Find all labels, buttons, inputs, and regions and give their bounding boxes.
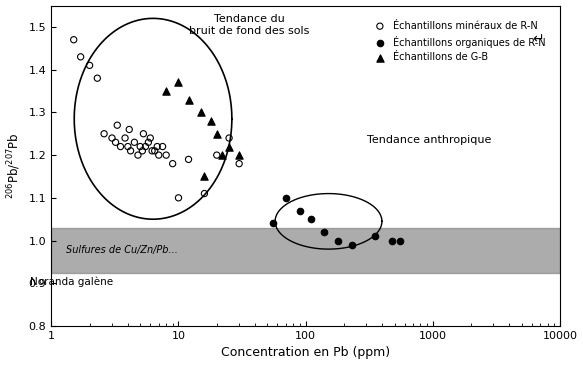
Échantillons minéraux de R-N bbox=[147, 148, 157, 154]
Échantillons minéraux de R-N bbox=[125, 127, 134, 132]
Échantillons organiques de R-N bbox=[268, 220, 278, 226]
Échantillons de G-B bbox=[217, 152, 227, 158]
Text: ↵: ↵ bbox=[532, 32, 543, 46]
Échantillons minéraux de R-N bbox=[120, 135, 129, 141]
Échantillons minéraux de R-N bbox=[126, 148, 135, 154]
Échantillons minéraux de R-N bbox=[234, 161, 244, 166]
Échantillons organiques de R-N bbox=[370, 233, 380, 239]
Échantillons minéraux de R-N bbox=[150, 148, 159, 154]
Échantillons de G-B bbox=[184, 97, 193, 103]
X-axis label: Concentration en Pb (ppm): Concentration en Pb (ppm) bbox=[221, 346, 390, 360]
Échantillons minéraux de R-N bbox=[138, 148, 147, 154]
Échantillons minéraux de R-N bbox=[69, 37, 78, 43]
Échantillons de G-B bbox=[224, 144, 234, 150]
Text: Tendance du
bruit de fond des sols: Tendance du bruit de fond des sols bbox=[189, 14, 310, 36]
Échantillons minéraux de R-N bbox=[134, 152, 143, 158]
Échantillons minéraux de R-N bbox=[161, 152, 171, 158]
Échantillons de G-B bbox=[200, 173, 209, 179]
Text: Tendance anthropique: Tendance anthropique bbox=[367, 135, 491, 145]
Échantillons minéraux de R-N bbox=[154, 152, 163, 158]
Échantillons minéraux de R-N bbox=[200, 191, 209, 196]
Échantillons minéraux de R-N bbox=[168, 161, 177, 166]
Échantillons minéraux de R-N bbox=[224, 135, 234, 141]
Échantillons de G-B bbox=[206, 118, 216, 124]
Échantillons minéraux de R-N bbox=[174, 195, 183, 201]
Échantillons de G-B bbox=[212, 131, 222, 137]
Échantillons minéraux de R-N bbox=[212, 152, 222, 158]
Échantillons organiques de R-N bbox=[281, 195, 290, 201]
Échantillons organiques de R-N bbox=[306, 216, 315, 222]
Bar bbox=[51, 228, 560, 273]
Échantillons minéraux de R-N bbox=[139, 131, 148, 137]
Text: Noranda galène: Noranda galène bbox=[30, 277, 113, 287]
Échantillons minéraux de R-N bbox=[184, 157, 193, 162]
Échantillons minéraux de R-N bbox=[111, 139, 120, 145]
Échantillons organiques de R-N bbox=[388, 238, 397, 243]
Échantillons de G-B bbox=[161, 88, 171, 94]
Échantillons minéraux de R-N bbox=[141, 144, 150, 150]
Échantillons minéraux de R-N bbox=[146, 135, 155, 141]
Échantillons de G-B bbox=[174, 80, 183, 85]
Échantillons minéraux de R-N bbox=[93, 75, 102, 81]
Échantillons minéraux de R-N bbox=[144, 139, 153, 145]
Échantillons organiques de R-N bbox=[333, 238, 343, 243]
Échantillons organiques de R-N bbox=[347, 242, 356, 248]
Échantillons minéraux de R-N bbox=[113, 122, 122, 128]
Text: Sulfures de Cu/Zn/Pb...: Sulfures de Cu/Zn/Pb... bbox=[66, 245, 178, 255]
Échantillons minéraux de R-N bbox=[130, 139, 139, 145]
Échantillons de G-B bbox=[234, 152, 244, 158]
Échantillons minéraux de R-N bbox=[85, 62, 94, 68]
Échantillons minéraux de R-N bbox=[107, 135, 117, 141]
Échantillons organiques de R-N bbox=[295, 208, 304, 214]
Échantillons minéraux de R-N bbox=[158, 144, 167, 150]
Legend: Échantillons minéraux de R-N, Échantillons organiques de R-N, Échantillons de G-: Échantillons minéraux de R-N, Échantillo… bbox=[366, 17, 550, 66]
Échantillons minéraux de R-N bbox=[76, 54, 85, 60]
Y-axis label: $^{206}$Pb/$^{207}$Pb: $^{206}$Pb/$^{207}$Pb bbox=[6, 132, 23, 199]
Échantillons minéraux de R-N bbox=[100, 131, 109, 137]
Échantillons organiques de R-N bbox=[319, 229, 329, 235]
Échantillons organiques de R-N bbox=[395, 238, 405, 243]
Échantillons minéraux de R-N bbox=[153, 144, 162, 150]
Échantillons minéraux de R-N bbox=[123, 144, 132, 150]
Échantillons minéraux de R-N bbox=[116, 144, 125, 150]
Échantillons de G-B bbox=[196, 110, 206, 115]
Échantillons minéraux de R-N bbox=[135, 144, 145, 150]
